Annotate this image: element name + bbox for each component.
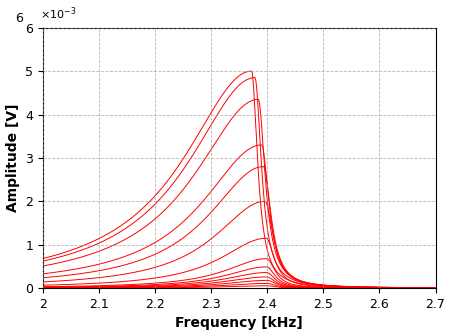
X-axis label: Frequency [kHz]: Frequency [kHz]: [175, 317, 303, 330]
Y-axis label: Amplitude [V]: Amplitude [V]: [5, 104, 19, 212]
Text: $6$: $6$: [15, 12, 24, 25]
Text: $\times 10^{-3}$: $\times 10^{-3}$: [40, 6, 76, 22]
